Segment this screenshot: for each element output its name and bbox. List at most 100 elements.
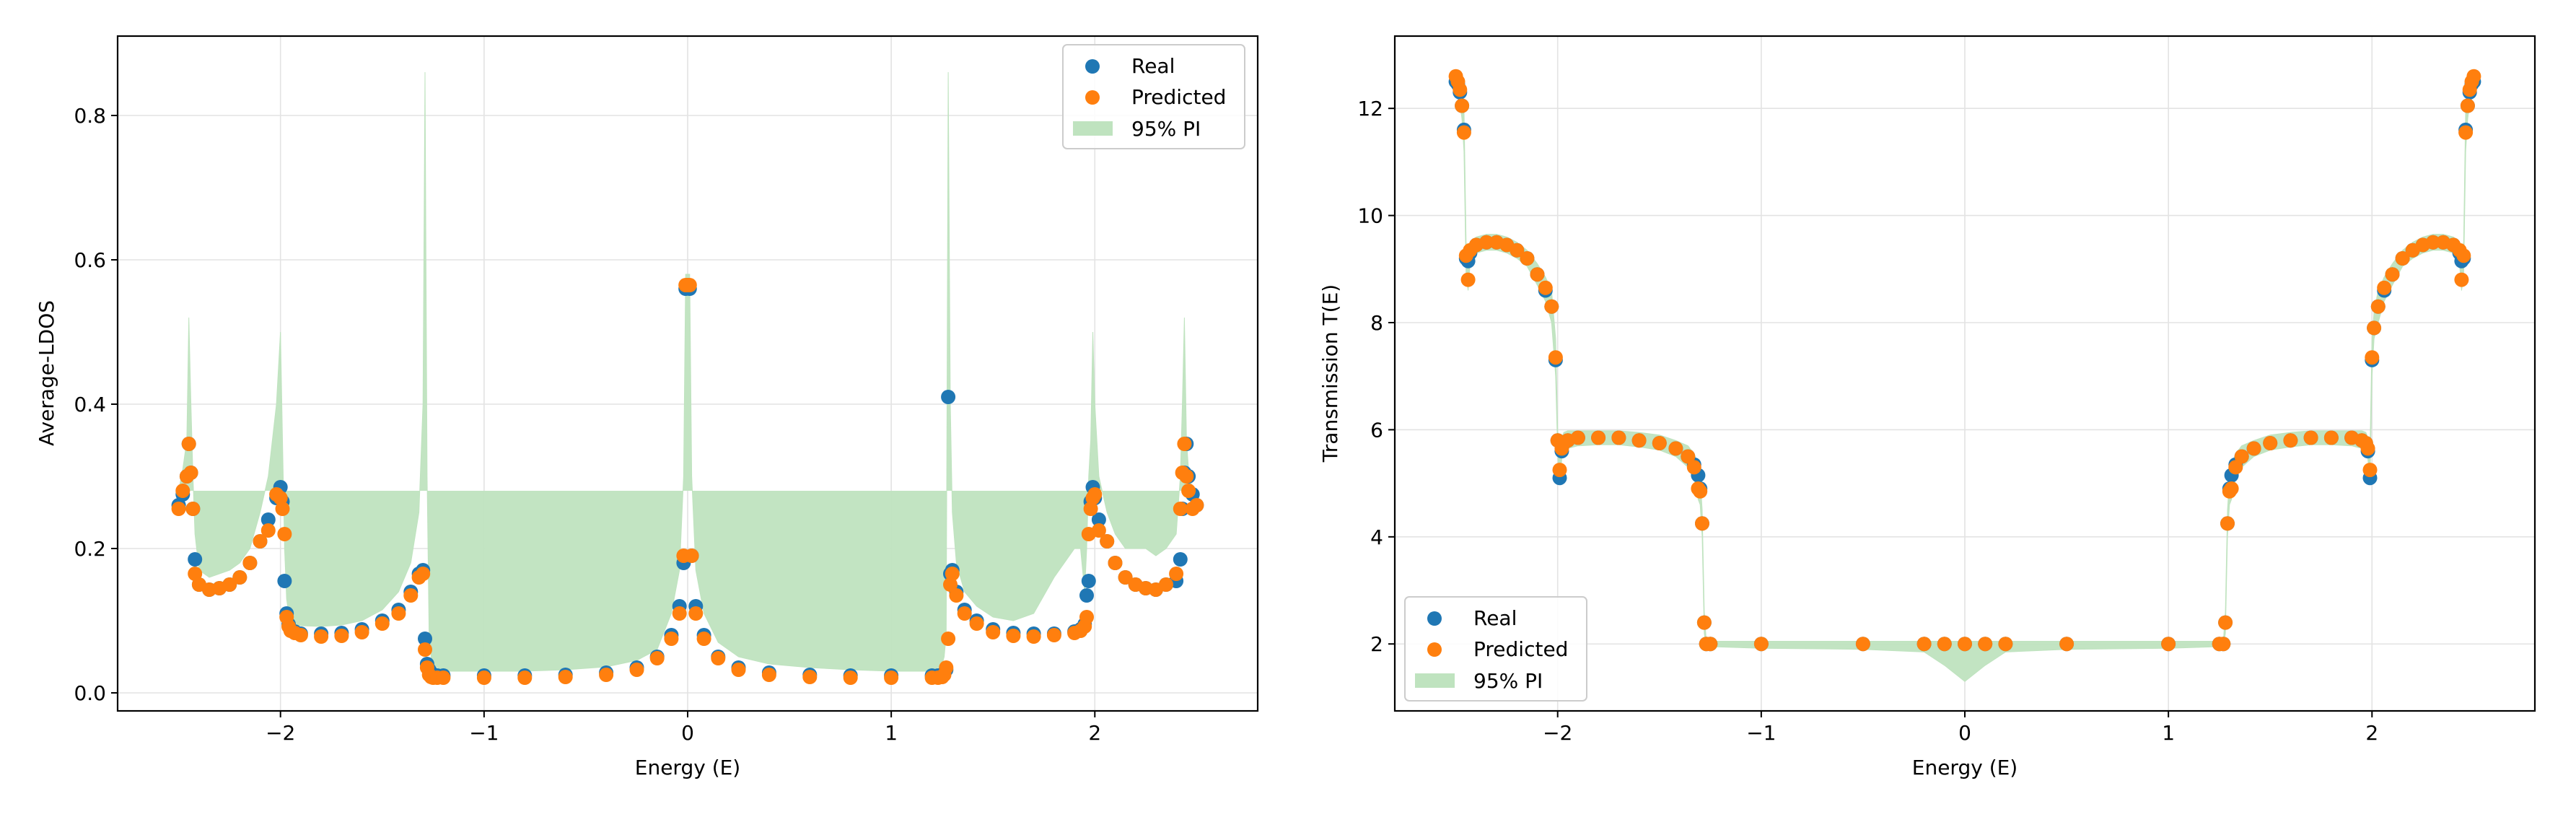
y-tick-label: 0.4 [74,393,106,416]
point-predicted [684,549,699,563]
point-predicted [2395,251,2410,266]
point-predicted [1091,523,1106,538]
point-real [260,512,276,527]
point-predicted [2370,299,2386,314]
y-tick-label: 0.8 [74,104,106,128]
point-predicted [2228,460,2243,475]
transmission-legend-real-label: Real [1473,606,1517,630]
point-predicted [314,629,329,644]
x-tick-label: 0 [681,721,694,745]
point-predicted [1118,570,1133,585]
point-predicted [2234,449,2249,464]
point-real [277,574,292,588]
point-predicted [1177,437,1192,451]
point-predicted [1552,463,1567,478]
point-predicted [2460,98,2475,113]
point-predicted [1570,430,1585,445]
point-predicted [843,670,858,685]
point-predicted [293,628,308,642]
point-predicted [802,670,818,684]
point-predicted [957,606,972,621]
ldos-legend: Real Predicted 95% PI [1062,44,1245,149]
point-predicted [1453,82,1468,97]
ldos-legend-predicted-label: Predicted [1131,85,1226,109]
point-predicted [1006,629,1021,643]
point-predicted [1159,577,1173,592]
point-predicted [969,616,984,631]
point-predicted [183,466,198,480]
ldos-legend-pi-swatch [1073,121,1113,136]
point-predicted [242,556,258,570]
point-predicted [1855,637,1870,652]
x-tick-label: −2 [1543,721,1572,745]
transmission-x-ticks: −2 −1 0 1 2 [1543,711,2378,745]
x-tick-label: 0 [1958,721,1971,745]
point-predicted [1591,430,1606,445]
point-predicted [374,616,390,631]
point-predicted [1087,487,1103,502]
x-tick-label: −1 [469,721,499,745]
point-predicted [688,606,704,621]
y-tick-label: 6 [1370,418,1383,442]
y-tick-label: 0.2 [74,537,106,561]
point-predicted [416,567,431,581]
point-real [941,390,956,404]
point-predicted [2220,516,2235,531]
point-predicted [2283,433,2298,448]
point-predicted [2059,637,2075,652]
transmission-legend-pi-swatch [1415,673,1455,688]
point-predicted [1520,251,1535,266]
point-predicted [1703,637,1718,652]
point-predicted [1548,350,1563,365]
point-predicted [277,527,292,541]
point-predicted [2425,235,2440,250]
x-tick-label: 2 [2365,721,2378,745]
transmission-legend-predicted-marker [1427,642,1442,657]
point-predicted [2263,436,2278,450]
point-predicted [2466,69,2481,84]
point-predicted [664,632,679,646]
point-real [188,552,203,567]
y-tick-label: 0.6 [74,248,106,272]
transmission-legend-real-marker [1427,611,1442,626]
transmission-y-ticks: 2 4 6 8 10 12 [1357,97,1395,656]
transmission-x-label: Energy (E) [1912,756,2018,779]
point-predicted [939,660,954,675]
point-predicted [2216,637,2231,652]
point-predicted [672,606,687,621]
y-tick-label: 2 [1370,632,1383,656]
x-tick-label: −1 [1746,721,1776,745]
point-predicted [2385,267,2400,282]
point-predicted [275,502,290,516]
pi-band-area [178,71,1193,672]
ldos-y-label: Average-LDOS [35,300,58,446]
point-predicted [1693,484,1708,499]
point-predicted [1530,267,1545,282]
point-predicted [1100,534,1115,549]
point-predicted [517,670,533,685]
point-predicted [175,484,190,498]
point-predicted [1456,125,1471,140]
point-predicted [761,668,776,682]
point-real [418,632,432,646]
point-predicted [731,663,746,677]
point-predicted [2365,350,2380,365]
point-real [1173,552,1188,567]
point-predicted [418,642,432,657]
point-predicted [1169,567,1184,581]
point-predicted [696,632,711,646]
ldos-legend-real-marker [1085,59,1100,74]
transmission-y-label: Transmission T(E) [1318,284,1342,463]
point-predicted [1083,502,1098,516]
point-predicted [171,502,186,516]
point-predicted [2303,430,2318,445]
point-predicted [1611,430,1626,445]
point-predicted [1455,98,1470,113]
ldos-x-label: Energy (E) [635,756,740,779]
point-predicted [986,625,1001,639]
transmission-points [1448,69,2481,652]
point-predicted [1652,436,1667,450]
point-predicted [1189,498,1204,512]
point-predicted [476,670,491,685]
